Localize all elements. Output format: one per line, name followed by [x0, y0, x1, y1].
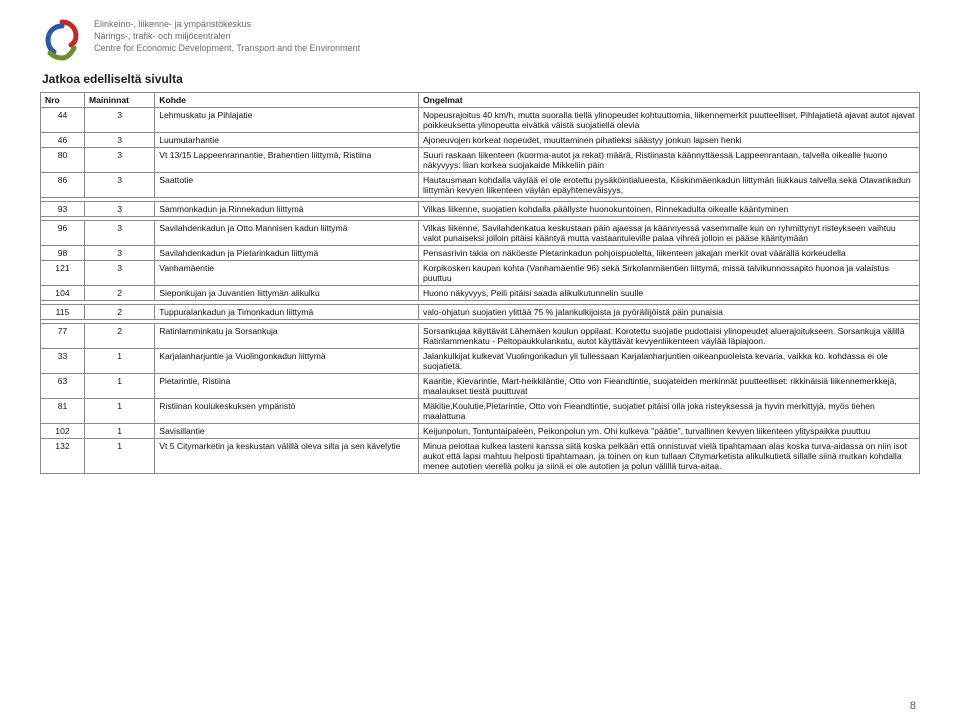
- table-row: 811Ristiinan koulukeskuksen ympäristöMäk…: [41, 399, 920, 424]
- cell-kohde: Sieponkujan ja Juvantien liittymän aliku…: [155, 286, 419, 301]
- cell-kohde: Savisillantie: [155, 424, 419, 439]
- organization-name: Elinkeino-, liikenne- ja ympäristökeskus…: [94, 18, 360, 54]
- cell-nro: 102: [41, 424, 85, 439]
- table-row: 863SaattotieHautausmaan kohdalla väylää …: [41, 173, 920, 198]
- cell-kohde: Vt 13/15 Lappeenrannantie, Brahentien li…: [155, 148, 419, 173]
- cell-nro: 132: [41, 439, 85, 474]
- table-row: 1213VanhamäentieKorpikosken kaupan kohta…: [41, 261, 920, 286]
- cell-nro: 80: [41, 148, 85, 173]
- cell-kohde: Vanhamäentie: [155, 261, 419, 286]
- cell-maininnat: 1: [84, 399, 154, 424]
- cell-maininnat: 1: [84, 349, 154, 374]
- cell-maininnat: 2: [84, 324, 154, 349]
- cell-maininnat: 3: [84, 261, 154, 286]
- cell-ongelmat: Hautausmaan kohdalla väylää ei ole erote…: [418, 173, 919, 198]
- cell-ongelmat: Vilkas liikenne, Savilahdenkatua keskust…: [418, 221, 919, 246]
- cell-ongelmat: valo-ohjatun suojatien ylittää 75 % jala…: [418, 305, 919, 320]
- table-row: 933Sammonkadun ja Rinnekadun liittymäVil…: [41, 202, 920, 217]
- col-header-nro: Nro: [41, 93, 85, 108]
- cell-ongelmat: Minua pelottaa kulkea lasteni kanssa sii…: [418, 439, 919, 474]
- cell-maininnat: 1: [84, 439, 154, 474]
- header: Elinkeino-, liikenne- ja ympäristökeskus…: [40, 18, 920, 62]
- cell-nro: 63: [41, 374, 85, 399]
- cell-ongelmat: Kaaritie, Kievarintie, Mart-heikkiläntie…: [418, 374, 919, 399]
- cell-nro: 115: [41, 305, 85, 320]
- table-row: 1021SavisillantieKeijunpolun, Tontuntaip…: [41, 424, 920, 439]
- cell-ongelmat: Jalankulkijat kulkevat Vuolingonkadun yl…: [418, 349, 919, 374]
- continuation-label: Jatkoa edelliseltä sivulta: [42, 72, 920, 86]
- cell-maininnat: 3: [84, 246, 154, 261]
- issues-table: Nro Maininnat Kohde Ongelmat 443Lehmuska…: [40, 92, 920, 474]
- table-row: 463LuumutarhantieAjoneuvojen korkeat nop…: [41, 133, 920, 148]
- cell-ongelmat: Keijunpolun, Tontuntaipaleen, Peikonpolu…: [418, 424, 919, 439]
- cell-nro: 33: [41, 349, 85, 374]
- org-line-en: Centre for Economic Development, Transpo…: [94, 42, 360, 54]
- cell-nro: 104: [41, 286, 85, 301]
- cell-ongelmat: Korpikosken kaupan kohta (Vanhamäentie 9…: [418, 261, 919, 286]
- table-row: 963Savilahdenkadun ja Otto Mannisen kadu…: [41, 221, 920, 246]
- table-header-row: Nro Maininnat Kohde Ongelmat: [41, 93, 920, 108]
- cell-kohde: Savilahdenkadun ja Otto Mannisen kadun l…: [155, 221, 419, 246]
- table-row: 772Ratinlamminkatu ja SorsankujaSorsanku…: [41, 324, 920, 349]
- cell-maininnat: 3: [84, 133, 154, 148]
- cell-kohde: Pietarintie, Ristiina: [155, 374, 419, 399]
- table-row: 983Savilahdenkadun ja Pietarinkadun liit…: [41, 246, 920, 261]
- cell-ongelmat: Vilkas liikenne, suojatien kohdalla pääl…: [418, 202, 919, 217]
- cell-nro: 46: [41, 133, 85, 148]
- cell-maininnat: 1: [84, 424, 154, 439]
- cell-ongelmat: Suuri raskaan liikenteen (kuorma-autot j…: [418, 148, 919, 173]
- cell-ongelmat: Mäkitie,Koulutie,Pietarintie, Otto von F…: [418, 399, 919, 424]
- cell-nro: 86: [41, 173, 85, 198]
- table-row: 1321Vt 5 Citymarketin ja keskustan välil…: [41, 439, 920, 474]
- table-row: 631Pietarintie, RistiinaKaaritie, Kievar…: [41, 374, 920, 399]
- cell-ongelmat: Nopeusrajoitus 40 km/h, mutta suoralla t…: [418, 108, 919, 133]
- cell-kohde: Ristiinan koulukeskuksen ympäristö: [155, 399, 419, 424]
- page-number: 8: [910, 700, 916, 712]
- cell-maininnat: 3: [84, 173, 154, 198]
- cell-maininnat: 2: [84, 305, 154, 320]
- cell-kohde: Tuppuralankadun ja Timonkadun liittymä: [155, 305, 419, 320]
- col-header-kohde: Kohde: [155, 93, 419, 108]
- cell-kohde: Saattotie: [155, 173, 419, 198]
- table-row: 443Lehmuskatu ja PihlajatieNopeusrajoitu…: [41, 108, 920, 133]
- cell-nro: 96: [41, 221, 85, 246]
- cell-kohde: Karjalanharjuntie ja Vuolingonkadun liit…: [155, 349, 419, 374]
- table-row: 331Karjalanharjuntie ja Vuolingonkadun l…: [41, 349, 920, 374]
- table-row: 1042Sieponkujan ja Juvantien liittymän a…: [41, 286, 920, 301]
- col-header-maininnat: Maininnat: [84, 93, 154, 108]
- cell-nro: 81: [41, 399, 85, 424]
- table-row: 1152Tuppuralankadun ja Timonkadun liitty…: [41, 305, 920, 320]
- cell-ongelmat: Pensasrivin takia on näköeste Pietarinka…: [418, 246, 919, 261]
- col-header-ongelmat: Ongelmat: [418, 93, 919, 108]
- cell-maininnat: 1: [84, 374, 154, 399]
- cell-ongelmat: Huono näkyvyys, Peili pitäisi saada alik…: [418, 286, 919, 301]
- cell-maininnat: 3: [84, 221, 154, 246]
- cell-maininnat: 2: [84, 286, 154, 301]
- cell-kohde: Ratinlamminkatu ja Sorsankuja: [155, 324, 419, 349]
- cell-maininnat: 3: [84, 108, 154, 133]
- cell-nro: 77: [41, 324, 85, 349]
- cell-kohde: Lehmuskatu ja Pihlajatie: [155, 108, 419, 133]
- cell-maininnat: 3: [84, 148, 154, 173]
- org-line-sv: Närings-, trafik- och miljöcentralen: [94, 30, 360, 42]
- cell-kohde: Savilahdenkadun ja Pietarinkadun liittym…: [155, 246, 419, 261]
- cell-nro: 121: [41, 261, 85, 286]
- cell-ongelmat: Ajoneuvojen korkeat nopeudet, muuttamine…: [418, 133, 919, 148]
- logo: [40, 18, 84, 62]
- cell-kohde: Sammonkadun ja Rinnekadun liittymä: [155, 202, 419, 217]
- org-line-fi: Elinkeino-, liikenne- ja ympäristökeskus: [94, 18, 360, 30]
- cell-maininnat: 3: [84, 202, 154, 217]
- cell-nro: 44: [41, 108, 85, 133]
- cell-nro: 93: [41, 202, 85, 217]
- cell-ongelmat: Sorsankujaa käyttävät Lähemäen koulun op…: [418, 324, 919, 349]
- cell-kohde: Vt 5 Citymarketin ja keskustan välillä o…: [155, 439, 419, 474]
- cell-nro: 98: [41, 246, 85, 261]
- cell-kohde: Luumutarhantie: [155, 133, 419, 148]
- table-row: 803Vt 13/15 Lappeenrannantie, Brahentien…: [41, 148, 920, 173]
